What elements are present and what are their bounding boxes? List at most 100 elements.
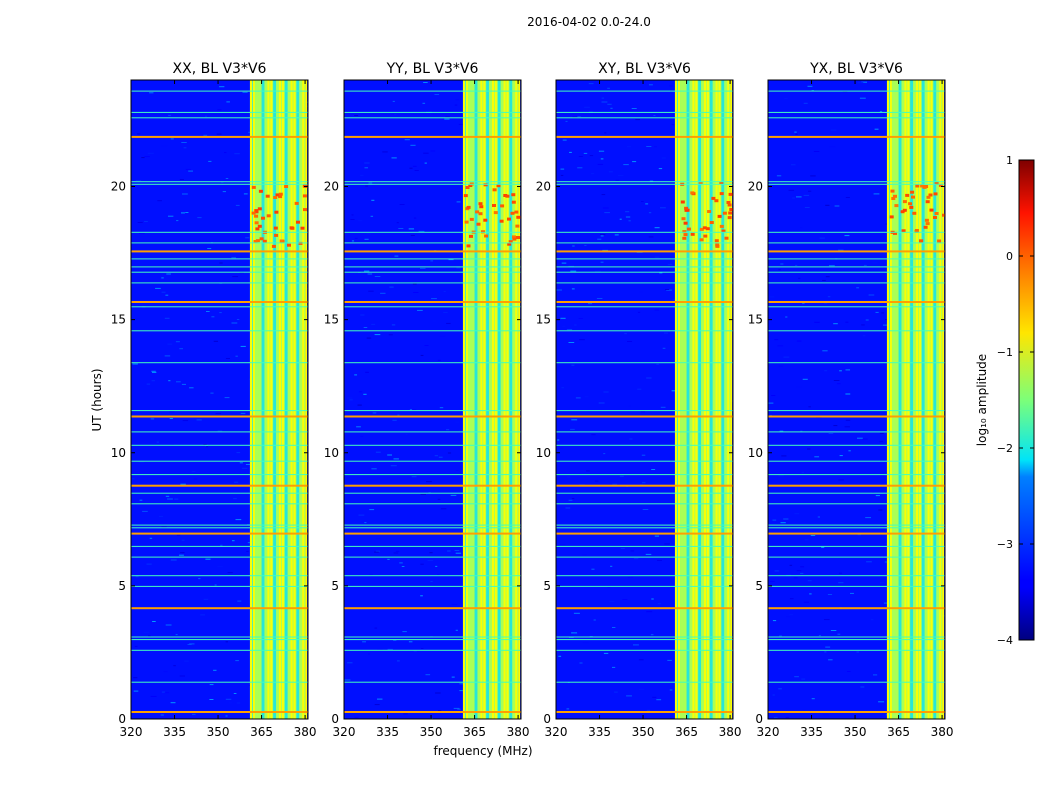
noise-cell xyxy=(669,85,673,87)
noise-cell xyxy=(579,662,583,664)
noise-cell xyxy=(834,205,840,207)
hot-spot xyxy=(690,191,695,195)
hot-spot xyxy=(683,221,688,225)
noise-cell xyxy=(844,426,850,428)
rfi-channel-line xyxy=(278,80,281,719)
noise-cell xyxy=(653,115,656,116)
noise-cell xyxy=(241,467,248,469)
hot-spot xyxy=(902,200,907,204)
band-column xyxy=(474,80,478,719)
noise-cell xyxy=(375,550,380,552)
rfi-time-line xyxy=(768,306,945,308)
rfi-time-line xyxy=(556,266,733,268)
hot-spot xyxy=(514,210,519,214)
noise-cell xyxy=(225,641,229,643)
noise-cell xyxy=(377,648,383,650)
hot-spot xyxy=(682,230,687,234)
rfi-channel-line xyxy=(904,80,907,719)
noise-cell xyxy=(639,552,644,553)
noise-cell xyxy=(794,676,799,678)
noise-cell xyxy=(598,150,605,152)
noise-cell xyxy=(387,558,390,560)
rfi-time-line xyxy=(768,258,945,260)
noise-cell xyxy=(412,165,417,167)
noise-cell xyxy=(132,363,138,365)
hot-spot xyxy=(919,239,923,243)
noise-cell xyxy=(780,263,784,265)
noise-cell xyxy=(560,317,566,319)
noise-cell xyxy=(774,570,779,572)
y-tick-label: 15 xyxy=(536,313,551,327)
hot-spot xyxy=(717,214,722,218)
band-column xyxy=(486,80,490,719)
noise-cell xyxy=(557,439,560,441)
hot-spot xyxy=(728,192,733,196)
noise-cell xyxy=(786,616,791,618)
noise-cell xyxy=(863,264,867,266)
hot-spot xyxy=(284,185,289,188)
noise-cell xyxy=(387,648,393,650)
noise-cell xyxy=(455,421,460,423)
noise-cell xyxy=(654,309,660,311)
noise-cell xyxy=(409,167,413,169)
noise-cell xyxy=(825,276,830,278)
noise-cell xyxy=(640,411,646,413)
noise-cell xyxy=(839,455,843,457)
noise-cell xyxy=(769,580,775,582)
noise-cell xyxy=(443,312,448,313)
rfi-time-line xyxy=(556,681,733,683)
noise-cell xyxy=(789,564,793,566)
rfi-time-line xyxy=(556,484,733,487)
noise-cell xyxy=(561,262,567,264)
noise-cell xyxy=(593,619,596,621)
hot-spot xyxy=(302,194,307,198)
hot-spot xyxy=(265,194,270,198)
noise-cell xyxy=(404,139,410,141)
noise-cell xyxy=(219,86,225,88)
rfi-time-line xyxy=(131,545,308,547)
noise-cell xyxy=(829,146,836,148)
noise-cell xyxy=(382,151,388,153)
noise-cell xyxy=(604,212,610,214)
rfi-time-line xyxy=(768,135,945,138)
panel-2: XY, BL V3*V6 320 335 350 365 380 0 5 10 15 20 xyxy=(536,61,742,739)
noise-cell xyxy=(426,481,432,483)
hot-spot xyxy=(508,240,513,244)
noise-cell xyxy=(839,370,842,372)
hot-spot xyxy=(924,218,929,222)
noise-cell xyxy=(783,356,790,358)
noise-cell xyxy=(417,309,423,311)
noise-cell xyxy=(344,679,351,681)
hot-spot xyxy=(254,214,259,218)
hot-spot xyxy=(294,201,299,205)
noise-cell xyxy=(857,534,861,536)
noise-cell xyxy=(394,255,399,257)
band-column xyxy=(500,80,504,719)
noise-cell xyxy=(189,387,194,389)
y-tick-label: 0 xyxy=(118,712,126,726)
noise-cell xyxy=(354,374,358,376)
noise-cell xyxy=(657,603,662,605)
noise-cell xyxy=(884,561,889,563)
hot-spot xyxy=(902,208,907,212)
rfi-time-line xyxy=(131,231,308,233)
noise-cell xyxy=(203,134,208,136)
rfi-time-line xyxy=(556,524,733,526)
hot-spot xyxy=(303,208,307,212)
rfi-time-line xyxy=(344,492,521,494)
rfi-time-line xyxy=(344,410,521,412)
noise-cell xyxy=(656,363,659,365)
noise-cell xyxy=(654,146,657,148)
rfi-time-line xyxy=(344,183,521,185)
x-tick-label: 350 xyxy=(420,725,443,739)
noise-cell xyxy=(865,517,871,519)
noise-cell xyxy=(885,319,888,321)
hot-spot xyxy=(724,236,729,240)
noise-cell xyxy=(879,441,884,443)
noise-cell xyxy=(181,212,185,214)
noise-cell xyxy=(455,552,462,554)
hot-spot xyxy=(690,232,695,236)
y-tick-label: 5 xyxy=(543,579,551,593)
hot-spot xyxy=(478,202,483,206)
noise-cell xyxy=(838,572,843,574)
